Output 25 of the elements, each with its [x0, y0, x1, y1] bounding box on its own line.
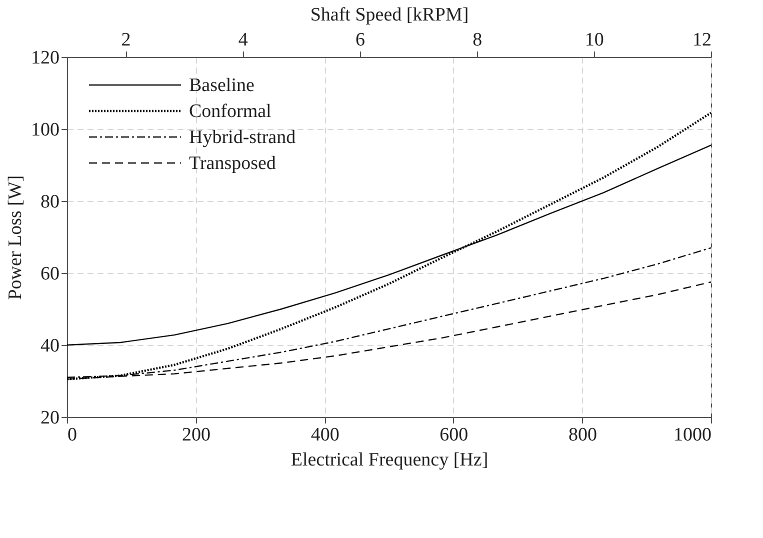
x2-tick-label: 10 [584, 30, 604, 50]
x-tick-label: 200 [182, 424, 211, 446]
x-tick-label: 1000 [674, 424, 712, 446]
y-tick-label: 40 [40, 336, 60, 356]
x2-axis-title: Shaft Speed [kRPM] [310, 4, 469, 26]
x2-tick-label: 6 [355, 30, 365, 50]
y-tick-label: 60 [40, 264, 60, 284]
x-tick-label: 0 [68, 424, 77, 446]
legend-label: Baseline [189, 75, 254, 96]
y-tick-label: 100 [31, 120, 60, 140]
x2-tick-label: 2 [121, 30, 131, 50]
x-tick-label: 600 [440, 424, 468, 446]
y-tick-label: 80 [40, 192, 60, 212]
x2-tick-label: 4 [238, 30, 248, 50]
x2-tick-label: 12 [692, 30, 712, 50]
legend-label: Transposed [189, 153, 276, 174]
x-tick-label: 400 [310, 424, 340, 446]
legend-label: Hybrid-strand [189, 127, 296, 148]
y-tick-label: 120 [31, 48, 60, 68]
x-tick-label: 800 [568, 424, 597, 446]
y-tick-label: 20 [40, 408, 60, 428]
x2-tick-label: 8 [472, 30, 482, 50]
y-axis-title: Power Loss [W] [5, 175, 26, 300]
x-axis-title: Electrical Frequency [Hz] [290, 450, 488, 470]
legend-label: Conformal [189, 101, 272, 122]
